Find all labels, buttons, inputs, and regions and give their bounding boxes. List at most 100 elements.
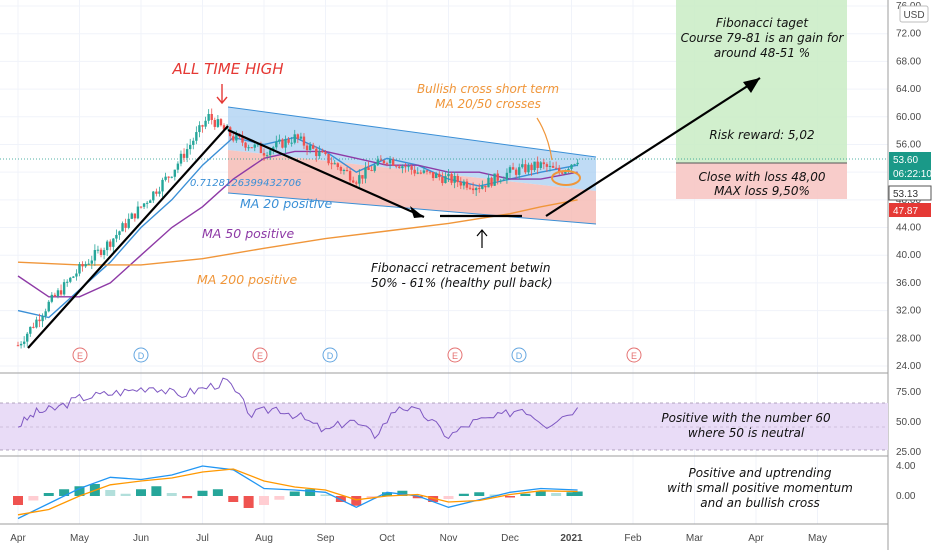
- time-tick-label: May: [70, 533, 89, 544]
- candle-body: [453, 175, 456, 183]
- macd-note-line-3: and an bullish cross: [700, 496, 819, 510]
- candle-body: [81, 264, 84, 267]
- candle-body: [428, 171, 432, 173]
- stop-loss-zone[interactable]: [676, 163, 847, 199]
- candle-body: [32, 326, 35, 328]
- macd-histogram-bar: [443, 496, 454, 499]
- time-axis-labels: Apr May Jun Jul Aug Sep Oct Nov Dec 2021 Feb Mar Apr…: [10, 533, 827, 544]
- candle-body: [312, 145, 315, 149]
- candle-body: [474, 188, 478, 191]
- candle-body: [564, 170, 567, 174]
- candle-body: [44, 311, 47, 317]
- price-tick-label: 28.00: [896, 333, 921, 344]
- macd-histogram-bar: [13, 496, 23, 505]
- macd-histogram-bar: [458, 493, 469, 496]
- candle-body: [361, 175, 364, 179]
- candle-body: [244, 142, 247, 148]
- candle-body: [275, 141, 278, 148]
- candle-body: [47, 301, 50, 312]
- price-tag-text: 06:22:10: [893, 169, 932, 180]
- rsi-note-line-2: where 50 is neutral: [688, 426, 805, 440]
- candle-body: [539, 162, 542, 168]
- macd-histogram-bar: [243, 496, 254, 508]
- candle-body: [459, 182, 462, 186]
- price-tag-box: [889, 203, 931, 217]
- bullish-cross-circle[interactable]: [551, 170, 581, 186]
- price-tick-label: 72.00: [896, 29, 921, 40]
- candle-body: [72, 276, 75, 278]
- candle-body: [87, 263, 90, 265]
- macd-histogram-bar: [59, 489, 70, 496]
- macd-histogram-bar: [228, 496, 239, 502]
- event-marker-circle: [511, 347, 527, 363]
- candle-body: [367, 167, 370, 170]
- macd-histogram-bar: [397, 490, 408, 496]
- currency-badge[interactable]: [899, 5, 929, 23]
- macd-histogram-bar: [274, 496, 285, 500]
- candle-body: [487, 177, 490, 188]
- macd-tick-label: 0.00: [896, 491, 916, 502]
- candle-body: [502, 179, 506, 181]
- candle-body: [158, 191, 161, 194]
- candle-body: [145, 202, 149, 204]
- candle-body: [90, 260, 93, 264]
- macd-histogram-bar: [566, 492, 577, 496]
- candle-body: [444, 176, 447, 184]
- time-tick-label: Jul: [196, 533, 209, 544]
- candle-body: [395, 165, 398, 167]
- ma50-label: MA 50 positive: [202, 226, 295, 241]
- candle-body: [115, 234, 118, 239]
- candle-body: [382, 160, 386, 164]
- candle-body: [29, 326, 32, 334]
- channel-top-line: [227, 106, 597, 158]
- candle-body: [38, 319, 41, 322]
- candle-body: [471, 188, 475, 191]
- candle-body: [149, 200, 152, 203]
- target-text-line-2: Course 79-81 is an gain for: [681, 31, 845, 45]
- candle-body: [293, 134, 296, 143]
- candle-body: [508, 167, 512, 173]
- event-marker-circle: [447, 347, 463, 363]
- channel-upper-band[interactable]: [228, 107, 596, 191]
- candle-body: [339, 167, 343, 171]
- candle-body: [468, 187, 472, 189]
- candle-body: [413, 169, 416, 174]
- macd-histogram-bar: [105, 490, 116, 496]
- candle-body: [391, 159, 395, 166]
- target-zone[interactable]: [676, 0, 847, 163]
- pullback-line[interactable]: [227, 128, 425, 219]
- candle-body: [56, 290, 60, 297]
- candle-body: [278, 139, 281, 142]
- candle-body: [78, 264, 81, 274]
- candle-body: [59, 290, 63, 295]
- candle-body: [256, 144, 260, 146]
- price-tick-label: 36.00: [896, 278, 921, 289]
- target-arrowhead: [743, 78, 760, 93]
- price-tick-label: 32.00: [896, 306, 921, 317]
- candle-body: [318, 151, 321, 157]
- candle-body: [93, 250, 97, 261]
- candle-body: [105, 241, 109, 251]
- bull-cross-line-1: Bullish cross short term: [417, 82, 559, 96]
- ma-series-1: [17, 150, 578, 298]
- candle-body: [164, 176, 167, 180]
- macd-histogram-bar: [505, 496, 515, 498]
- fib-level-label: 0.7128126399432706: [190, 178, 301, 189]
- macd-histogram-bar: [551, 493, 562, 496]
- candle-body: [416, 172, 419, 174]
- candle-body: [136, 206, 140, 219]
- macd-histogram-bar: [428, 496, 439, 502]
- candle-body: [342, 170, 346, 172]
- channel-lower-band[interactable]: [228, 150, 596, 224]
- candle-body: [542, 162, 546, 165]
- candle-body: [321, 151, 324, 153]
- candle-body: [327, 154, 330, 164]
- macd-histogram-bar: [289, 491, 300, 496]
- candle-body: [127, 218, 130, 228]
- target-arrow-line[interactable]: [545, 77, 761, 217]
- macd-histogram-bar: [572, 491, 583, 496]
- uptrend-line[interactable]: [27, 125, 229, 349]
- price-tick-label: 68.00: [896, 56, 921, 67]
- candle-body: [527, 164, 530, 173]
